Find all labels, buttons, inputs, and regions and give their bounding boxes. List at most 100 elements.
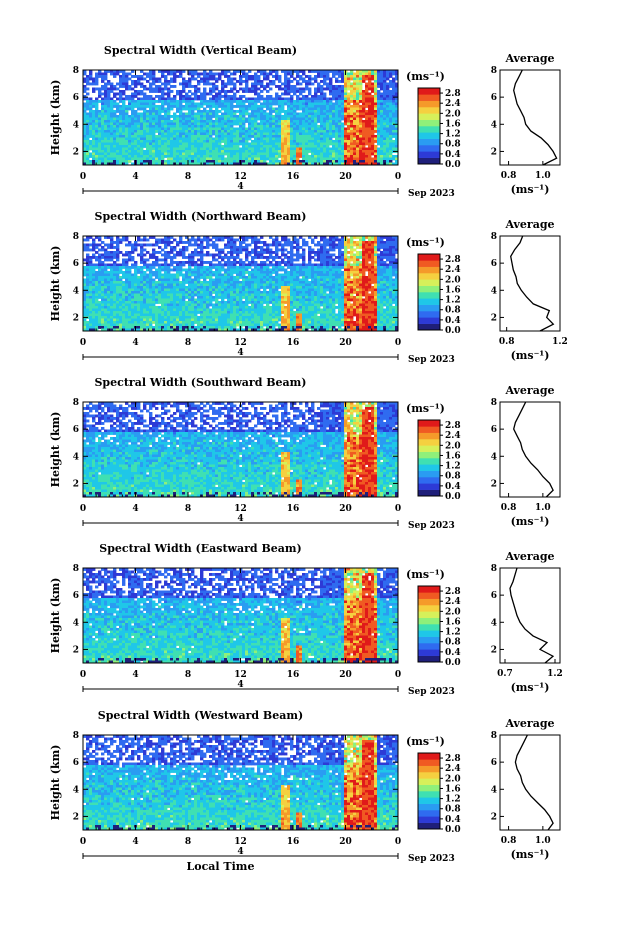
heatmap-cell — [257, 150, 261, 153]
heatmap-cell — [353, 273, 357, 277]
heatmap-cell — [335, 268, 339, 272]
heatmap-cell — [290, 160, 294, 163]
heatmap-cell — [320, 127, 324, 131]
heatmap-cell — [239, 263, 243, 267]
heatmap-cell — [326, 125, 330, 128]
heatmap-cell — [101, 145, 105, 148]
heatmap-cell — [317, 266, 321, 269]
heatmap-cell — [350, 70, 354, 73]
heatmap-cell — [338, 268, 342, 272]
heatmap-cell — [194, 150, 198, 153]
heatmap-cell — [287, 110, 291, 113]
heatmap-cell — [110, 241, 114, 244]
heatmap-cell — [353, 162, 357, 166]
heatmap-cell — [233, 261, 237, 264]
heatmap-cell — [137, 115, 141, 118]
heatmap-cell — [371, 248, 375, 252]
heatmap-cell — [125, 271, 129, 274]
average-x-label: (ms⁻¹) — [511, 183, 550, 196]
heatmap-cell — [101, 135, 105, 138]
heatmap-cell — [224, 147, 228, 151]
heatmap-cell — [305, 97, 309, 101]
heatmap-cell — [275, 85, 279, 88]
heatmap-cell — [110, 152, 114, 156]
heatmap-cell — [365, 87, 369, 91]
heatmap-cell — [287, 82, 291, 86]
heatmap-cell — [110, 125, 114, 128]
heatmap-cell — [206, 142, 210, 146]
heatmap-cell — [224, 90, 228, 93]
heatmap-cell — [296, 271, 300, 274]
heatmap-cell — [377, 115, 381, 118]
heatmap-cell — [200, 160, 204, 163]
heatmap-cell — [338, 251, 342, 254]
heatmap-cell — [221, 95, 225, 98]
heatmap-cell — [176, 162, 180, 166]
heatmap-cell — [350, 152, 354, 156]
heatmap-cell — [227, 70, 231, 73]
heatmap-cell — [257, 273, 261, 277]
heatmap-cell — [200, 132, 204, 136]
heatmap-cell — [377, 90, 381, 93]
heatmap-cell — [143, 115, 147, 118]
heatmap-cell — [275, 97, 279, 101]
heatmap-cell — [278, 142, 282, 146]
heatmap-cell — [203, 107, 207, 111]
heatmap-cell — [350, 82, 354, 86]
heatmap-cell — [374, 155, 378, 158]
heatmap-cell — [230, 243, 234, 247]
heatmap-cell — [365, 276, 369, 279]
heatmap-cell — [89, 125, 93, 128]
heatmap-cell — [146, 127, 150, 131]
heatmap-cell — [140, 90, 144, 93]
heatmap-cell — [356, 147, 360, 151]
heatmap-cell — [296, 157, 300, 161]
heatmap-cell — [164, 273, 168, 277]
heatmap-cell — [371, 243, 375, 247]
heatmap-cell — [197, 107, 201, 111]
heatmap-cell — [311, 140, 315, 143]
heatmap-cell — [311, 152, 315, 156]
heatmap-cell — [329, 271, 333, 274]
heatmap-cell — [95, 120, 99, 123]
heatmap-cell — [110, 236, 114, 239]
heatmap-cell — [374, 137, 378, 141]
heatmap-cell — [140, 117, 144, 121]
heatmap-cell — [230, 110, 234, 113]
heatmap-cell — [116, 127, 120, 131]
heatmap-cell — [377, 258, 381, 262]
heatmap-cell — [272, 127, 276, 131]
heatmap-cell — [125, 135, 129, 138]
heatmap-cell — [356, 87, 360, 91]
heatmap-cell — [173, 152, 177, 156]
heatmap-cell — [263, 127, 267, 131]
heatmap-cell — [359, 110, 363, 113]
heatmap-cell — [101, 271, 105, 274]
heatmap-cell — [200, 273, 204, 277]
heatmap-cell — [104, 77, 108, 81]
heatmap-cell — [113, 246, 117, 249]
heatmap-cell — [299, 266, 303, 269]
heatmap-cell — [362, 132, 366, 136]
heatmap-cell — [395, 90, 399, 93]
heatmap-cell — [272, 241, 276, 244]
heatmap-cell — [380, 117, 384, 121]
heatmap-cell — [92, 105, 96, 108]
heatmap-cell — [152, 132, 156, 136]
heatmap-cell — [83, 125, 87, 128]
heatmap-cell — [212, 77, 216, 81]
heatmap-cell — [263, 125, 267, 128]
heatmap-cell — [218, 157, 222, 161]
heatmap-cell — [122, 75, 126, 78]
heatmap-cell — [218, 120, 222, 123]
heatmap-cell — [365, 117, 369, 121]
heatmap-cell — [326, 127, 330, 131]
heatmap-cell — [89, 117, 93, 121]
heatmap-cell — [383, 75, 387, 78]
heatmap-cell — [158, 85, 162, 88]
heatmap-cell — [227, 258, 231, 262]
heatmap-cell — [365, 75, 369, 78]
heatmap-cell — [113, 92, 117, 96]
heatmap-cell — [140, 253, 144, 257]
heatmap-cell — [200, 100, 204, 103]
